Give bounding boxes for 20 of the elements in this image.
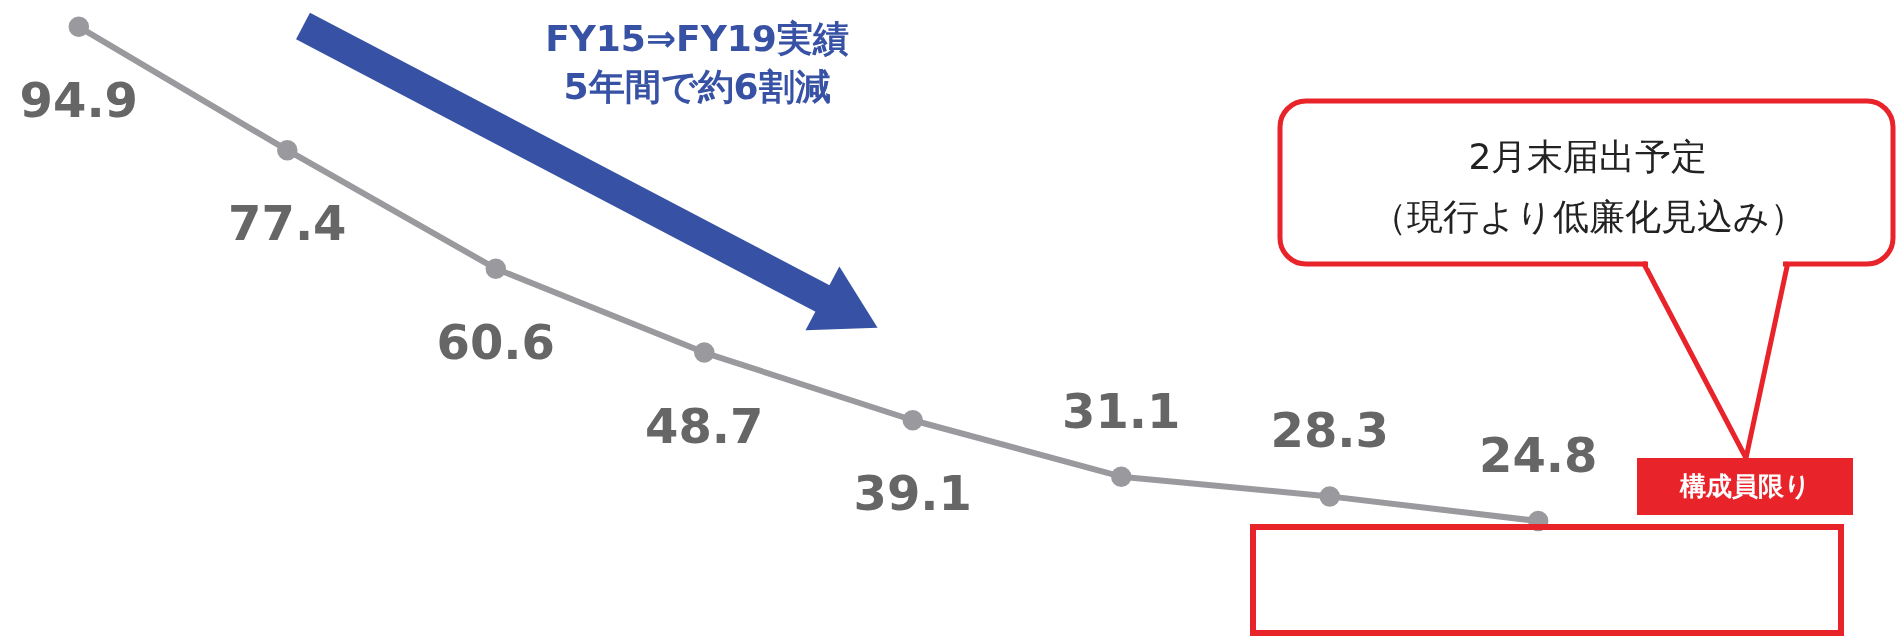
data-label: 31.1 [1062, 382, 1181, 439]
annotation: FY15⇒FY19実績 [545, 18, 849, 59]
data-label: 77.4 [228, 195, 347, 252]
text: 構成員限り [1678, 471, 1811, 501]
data-label: 24.8 [1479, 427, 1598, 484]
data-label: 39.1 [853, 465, 972, 522]
data-label: 94.9 [19, 71, 139, 128]
point [277, 139, 298, 161]
data-label: 28.3 [1270, 402, 1389, 459]
data-label: 60.6 [436, 313, 555, 370]
data-label: 48.7 [645, 397, 764, 454]
point [485, 258, 507, 279]
annotation: （現行より低廉化見込み） [1370, 196, 1806, 237]
point [902, 410, 924, 431]
point [1319, 486, 1340, 507]
point [694, 342, 715, 363]
annotation: 2月末届出予定 [1468, 136, 1708, 177]
point [68, 16, 90, 38]
annotation: 5年間で約6割減 [563, 66, 831, 107]
point [1111, 466, 1132, 487]
